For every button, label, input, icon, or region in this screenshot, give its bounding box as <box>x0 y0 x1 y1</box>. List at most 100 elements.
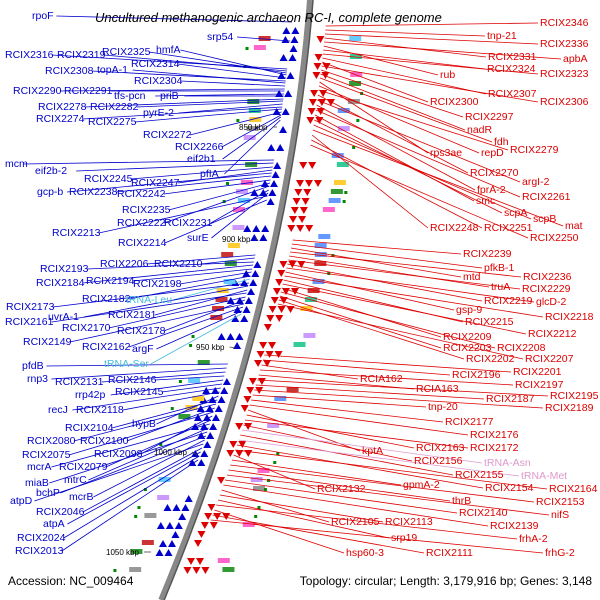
gene-label-right: RCIX2297 <box>465 111 514 123</box>
forward-gene-arrow <box>249 279 258 286</box>
genome-title: Uncultured methanogenic archaeon RC-I, c… <box>95 10 442 25</box>
forward-gene-arrow <box>251 270 260 277</box>
gene-label-left: RCIX2098 <box>94 448 143 460</box>
forward-gene-arrow <box>217 396 226 403</box>
forward-gene-arrow <box>288 54 297 61</box>
gene-label-left: RCIX2161 <box>5 316 54 328</box>
gene-label-left: hypB <box>132 418 156 430</box>
reverse-gene-arrow <box>303 189 312 196</box>
function-category-block <box>349 81 362 86</box>
label-connector-right <box>231 459 402 486</box>
gene-label-right: RCIX2236 <box>523 271 572 283</box>
marker-dot <box>113 569 117 572</box>
marker-dot <box>189 344 193 347</box>
gene-label-left: RCIX2149 <box>23 336 72 348</box>
forward-gene-arrow <box>281 108 290 115</box>
forward-gene-arrow <box>178 513 187 520</box>
reverse-gene-arrow <box>298 216 307 223</box>
reverse-gene-arrow <box>204 513 213 520</box>
label-connector-left <box>111 399 218 429</box>
function-category-block <box>243 135 256 140</box>
gene-label-right: nifS <box>551 509 569 521</box>
gene-label-left: RCIX2308 <box>45 65 94 77</box>
gene-label-left: uvrA-1 <box>48 311 79 323</box>
gene-label-left: RCIX2245 <box>84 173 133 185</box>
function-category-block <box>274 396 287 401</box>
gene-label-right: nadR <box>467 124 493 136</box>
reverse-gene-arrow <box>273 288 282 295</box>
gene-label-left: hmfA <box>156 44 181 56</box>
label-connector-right <box>317 99 521 183</box>
reverse-gene-arrow <box>201 567 210 574</box>
label-connector-right <box>286 267 535 303</box>
label-connector-right <box>223 484 489 527</box>
label-connector-left <box>172 278 250 301</box>
gene-label-left: RCIX2214 <box>118 237 167 249</box>
label-connector-right <box>321 65 539 103</box>
gene-label-left: mcrB <box>69 491 94 503</box>
marker-dot <box>276 452 280 455</box>
gene-label-right: RCIA162 <box>360 373 403 385</box>
gene-label-right: RCIX2203 <box>443 342 492 354</box>
label-connector-left <box>60 435 207 494</box>
function-category-block <box>267 423 280 428</box>
gene-label-right: RCIX2197 <box>515 379 564 391</box>
gene-label-left: RCIX2075 <box>22 449 71 461</box>
label-connector-right <box>257 379 549 397</box>
kbp-tick-label: 900 kbp <box>222 235 251 244</box>
reverse-gene-arrow <box>275 279 284 286</box>
function-category-block <box>141 540 154 545</box>
label-connector-right <box>288 259 521 290</box>
reverse-gene-arrow <box>183 567 192 574</box>
reverse-gene-arrow <box>265 351 274 358</box>
function-category-block <box>232 225 245 230</box>
gene-label-left: RCIX2304 <box>134 75 183 87</box>
function-category-block <box>253 45 266 50</box>
gene-label-left: RCIX2013 <box>15 545 64 557</box>
kbp-tick-label: 1000 kbp <box>154 448 187 457</box>
function-category-block <box>314 243 327 248</box>
label-connector-right <box>238 439 520 477</box>
function-category-block <box>247 99 260 104</box>
gene-label-left: RCIX2104 <box>65 422 114 434</box>
forward-gene-arrow <box>193 414 202 421</box>
label-connector-left <box>51 54 288 70</box>
function-category-block <box>250 477 263 482</box>
forward-gene-arrow <box>165 522 174 529</box>
label-connector-right <box>292 239 462 255</box>
gene-label-left: RCIX2046 <box>36 506 85 518</box>
function-category-block <box>185 405 198 410</box>
reverse-gene-arrow <box>299 207 308 214</box>
reverse-gene-arrow <box>289 216 298 223</box>
reverse-gene-arrow <box>238 441 247 448</box>
label-connector-right <box>325 22 539 27</box>
marker-dot <box>191 335 195 338</box>
gene-label-right: gsp-9 <box>456 304 482 316</box>
function-category-block <box>333 180 346 185</box>
label-connector-right <box>291 243 483 269</box>
forward-gene-arrow <box>235 333 244 340</box>
reverse-gene-arrow <box>295 180 304 187</box>
reverse-gene-arrow <box>270 297 279 304</box>
marker-dot <box>137 506 141 509</box>
label-connector-left <box>177 169 273 184</box>
function-category-block <box>221 252 234 257</box>
forward-gene-arrow <box>289 45 298 52</box>
forward-gene-arrow <box>163 504 172 511</box>
function-category-block <box>222 567 235 572</box>
gene-label-left: eif2b-2 <box>35 165 67 177</box>
label-connector-right <box>315 109 521 198</box>
label-connector-right <box>214 509 345 554</box>
reverse-gene-arrow <box>314 54 323 61</box>
function-category-block <box>245 162 258 167</box>
reverse-gene-arrow <box>263 324 272 331</box>
forward-gene-arrow <box>233 342 242 349</box>
gene-label-left: srp54 <box>207 31 233 43</box>
kbp-tick-mark <box>191 451 198 456</box>
gene-label-right: RCIX2229 <box>522 283 571 295</box>
marker-dot <box>263 488 267 491</box>
gene-label-right: RCIX2111 <box>426 547 473 559</box>
gene-label-right: hsp60-3 <box>346 547 384 559</box>
label-connector-left <box>221 114 282 148</box>
label-connector-left <box>23 159 275 165</box>
